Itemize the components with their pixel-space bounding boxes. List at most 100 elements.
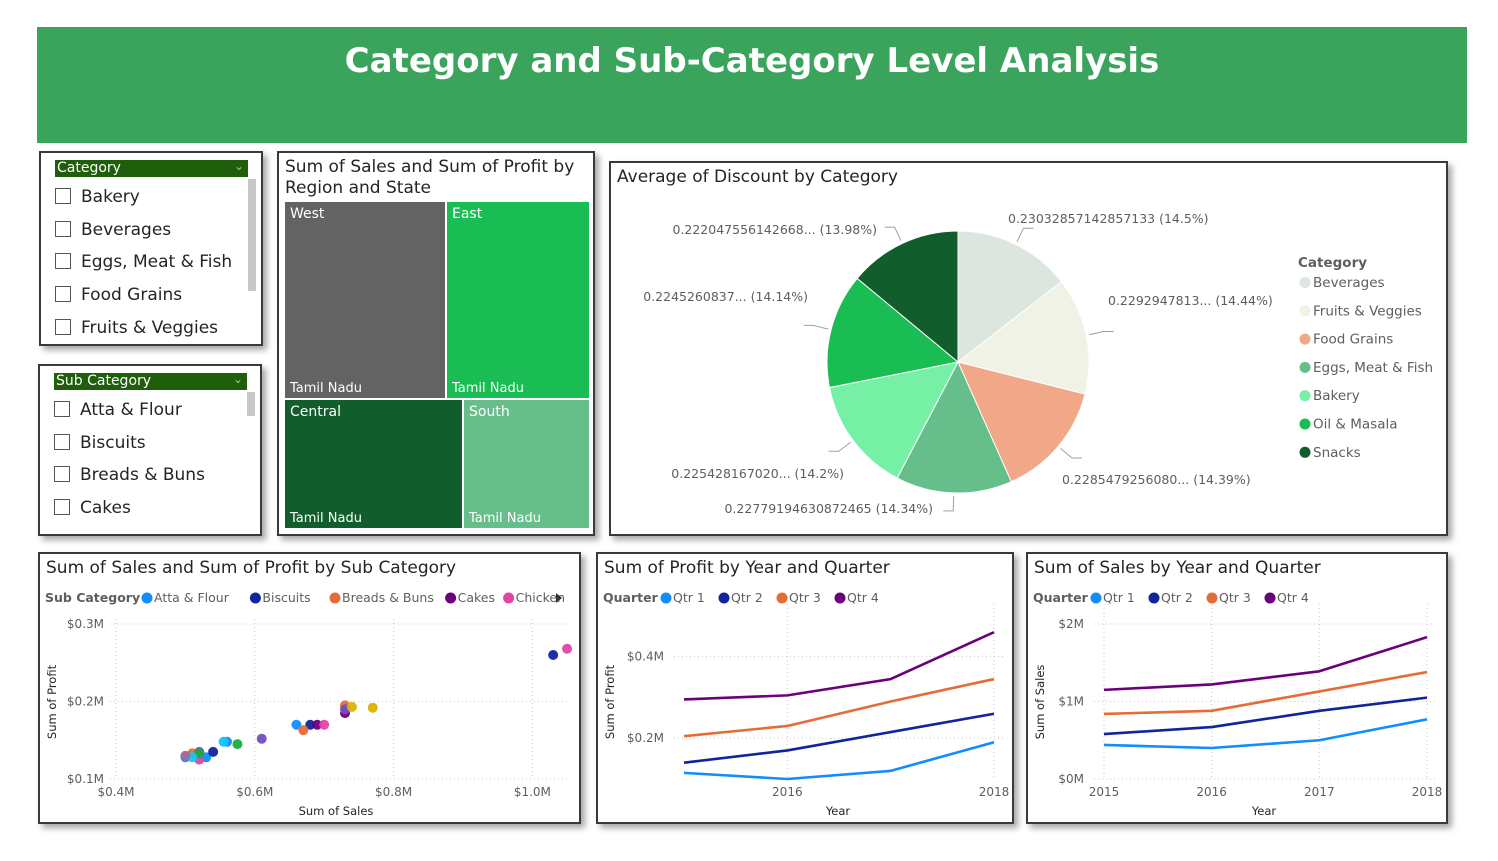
pie-leader-line — [1016, 227, 1034, 242]
category-slicer-header[interactable]: Category ⌄ — [55, 159, 248, 177]
slicer-item-fruits-veggies[interactable]: Fruits & Veggies — [55, 317, 218, 339]
sales-line-visual: Sum of Sales by Year and Quarter Quarter… — [1026, 552, 1448, 824]
pie-legend-item[interactable]: Fruits & Veggies — [1313, 303, 1422, 319]
scatter-point[interactable] — [367, 702, 378, 713]
x-tick-label: $0.4M — [97, 785, 134, 799]
scatter-point[interactable] — [291, 719, 302, 730]
pie-slice-5[interactable] — [826, 277, 960, 389]
legend-next-icon[interactable] — [556, 593, 562, 603]
tile-region-label: Central — [290, 404, 341, 420]
series-line[interactable] — [1103, 635, 1428, 692]
pie-legend-item[interactable]: Food Grains — [1313, 332, 1393, 348]
checkbox[interactable] — [55, 286, 71, 302]
scatter-point[interactable] — [346, 701, 357, 712]
scatter-point[interactable] — [548, 650, 559, 660]
pie-label: 0.222047556142668... (13.98%) — [672, 222, 877, 237]
scatter-point[interactable] — [298, 725, 309, 736]
category-slicer[interactable]: Category ⌄ Bakery Beverages Eggs, Meat &… — [39, 151, 263, 346]
scatter-point[interactable] — [319, 719, 330, 730]
checkbox[interactable] — [54, 499, 70, 515]
slicer-item-food-grains[interactable]: Food Grains — [55, 284, 182, 306]
scatter-point[interactable] — [180, 750, 191, 761]
pie-slice-4[interactable] — [828, 361, 959, 479]
pie-legend-item[interactable]: Eggs, Meat & Fish — [1313, 360, 1433, 376]
legend-item[interactable]: Qtr 4 — [847, 590, 879, 605]
legend-item[interactable]: Qtr 4 — [1277, 590, 1309, 605]
legend-item[interactable]: Qtr 2 — [731, 590, 763, 605]
series-line[interactable] — [1103, 696, 1428, 736]
checkbox[interactable] — [55, 221, 71, 237]
scatter-point[interactable] — [256, 733, 267, 744]
legend-item[interactable]: Atta & Flour — [154, 590, 230, 605]
checkbox[interactable] — [55, 253, 71, 269]
pie-label: 0.2292947813... (14.44%) — [1108, 293, 1273, 308]
slicer-item-cakes[interactable]: Cakes — [54, 497, 131, 519]
series-line[interactable] — [683, 712, 995, 764]
y-tick-label: $2M — [1058, 617, 1084, 631]
profit-line-visual: Sum of Profit by Year and Quarter Quarte… — [596, 552, 1014, 824]
pie-legend-item[interactable]: Snacks — [1313, 445, 1361, 461]
slicer-item-atta-flour[interactable]: Atta & Flour — [54, 399, 182, 421]
legend-item[interactable]: Qtr 1 — [1103, 590, 1135, 605]
pie-legend-marker — [1299, 333, 1311, 345]
legend-item[interactable]: Qtr 1 — [673, 590, 705, 605]
x-tick-label: 2017 — [1304, 785, 1335, 799]
subcategory-slicer-header[interactable]: Sub Category ⌄ — [54, 372, 247, 390]
pie-legend-item[interactable]: Beverages — [1313, 275, 1385, 291]
series-line[interactable] — [1103, 670, 1428, 716]
checkbox[interactable] — [54, 434, 70, 450]
treemap-tile-central[interactable]: Central Tamil Nadu — [284, 399, 463, 529]
legend-item[interactable]: Cakes — [458, 590, 495, 605]
subcategory-slicer[interactable]: Sub Category ⌄ Atta & Flour Biscuits Bre… — [38, 364, 262, 536]
pie-legend-item[interactable]: Bakery — [1313, 388, 1360, 404]
scatter-point[interactable] — [305, 719, 316, 730]
legend-item[interactable]: Biscuits — [262, 590, 310, 605]
tile-state-label: Tamil Nadu — [469, 511, 541, 526]
pie-legend-item[interactable]: Oil & Masala — [1313, 417, 1398, 433]
treemap-tile-west[interactable]: West Tamil Nadu — [284, 201, 446, 399]
pie-slice-1[interactable] — [956, 281, 1090, 395]
pie-slice-2[interactable] — [957, 361, 1086, 483]
x-tick-label: 2016 — [1196, 785, 1227, 799]
legend-item[interactable]: Chicken — [516, 590, 565, 605]
scrollbar[interactable] — [248, 179, 256, 291]
slicer-item-beverages[interactable]: Beverages — [55, 219, 171, 241]
pie-slice-0[interactable] — [957, 230, 1063, 364]
treemap-tile-east[interactable]: East Tamil Nadu — [446, 201, 590, 399]
series-line[interactable] — [683, 677, 995, 738]
pie-slice-6[interactable] — [856, 230, 959, 364]
checkbox[interactable] — [54, 401, 70, 417]
pie-leader-line — [884, 226, 902, 241]
slicer-item-bakery[interactable]: Bakery — [55, 186, 140, 208]
y-tick-label: $0.4M — [627, 650, 664, 664]
pie-legend-marker — [1299, 446, 1311, 458]
series-line[interactable] — [683, 630, 995, 701]
series-line[interactable] — [683, 741, 995, 781]
chevron-down-icon[interactable]: ⌄ — [233, 159, 244, 173]
legend-item[interactable]: Qtr 3 — [1219, 590, 1251, 605]
checkbox[interactable] — [55, 319, 71, 335]
scatter-point[interactable] — [312, 719, 323, 730]
scrollbar[interactable] — [247, 392, 255, 416]
pie-leader-line — [803, 324, 829, 330]
legend-item[interactable]: Qtr 2 — [1161, 590, 1193, 605]
profit-legend-title: Quarter — [603, 590, 659, 605]
pie-slice-3[interactable] — [896, 360, 1012, 494]
slicer-item-biscuits[interactable]: Biscuits — [54, 432, 146, 454]
sales-y-label: Sum of Sales — [1033, 665, 1047, 740]
checkbox[interactable] — [54, 466, 70, 482]
slicer-item-eggs-meat-fish[interactable]: Eggs, Meat & Fish — [55, 251, 232, 273]
treemap-tile-south[interactable]: South Tamil Nadu — [463, 399, 590, 529]
series-line[interactable] — [1103, 718, 1428, 750]
scatter-point[interactable] — [562, 643, 573, 654]
chevron-down-icon[interactable]: ⌄ — [232, 372, 243, 386]
scatter-point[interactable] — [208, 746, 219, 757]
page-title: Category and Sub-Category Level Analysis — [344, 41, 1160, 81]
scatter-point[interactable] — [232, 739, 243, 750]
scatter-point[interactable] — [218, 736, 229, 747]
checkbox[interactable] — [55, 188, 71, 204]
legend-item[interactable]: Breads & Buns — [342, 590, 434, 605]
legend-item[interactable]: Qtr 3 — [789, 590, 821, 605]
slicer-item-breads-buns[interactable]: Breads & Buns — [54, 464, 205, 486]
scatter-y-label: Sum of Profit — [45, 664, 59, 739]
